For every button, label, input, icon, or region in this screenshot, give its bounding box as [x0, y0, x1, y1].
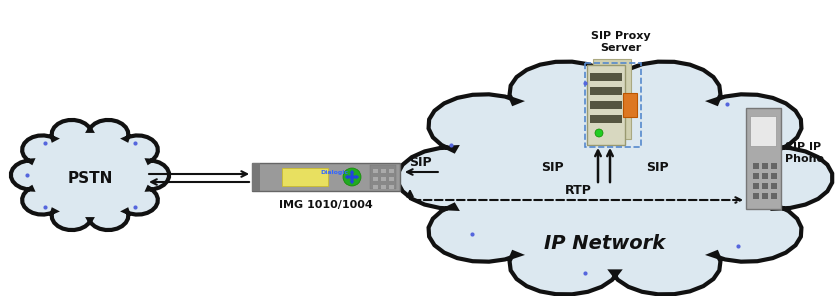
Text: SIP: SIP: [541, 160, 564, 173]
FancyBboxPatch shape: [252, 163, 260, 191]
FancyBboxPatch shape: [590, 101, 622, 109]
Text: RTP: RTP: [564, 184, 591, 197]
Polygon shape: [11, 120, 169, 230]
FancyBboxPatch shape: [593, 59, 631, 139]
Bar: [771, 193, 777, 199]
FancyBboxPatch shape: [590, 73, 622, 81]
Bar: [762, 163, 768, 169]
Bar: [762, 183, 768, 189]
Bar: [753, 163, 759, 169]
FancyBboxPatch shape: [282, 168, 328, 186]
FancyBboxPatch shape: [381, 185, 386, 189]
FancyBboxPatch shape: [373, 169, 378, 173]
Bar: [762, 193, 768, 199]
Text: PSTN: PSTN: [67, 170, 113, 186]
FancyBboxPatch shape: [587, 65, 625, 145]
Bar: [771, 183, 777, 189]
Bar: [753, 173, 759, 179]
Bar: [771, 163, 777, 169]
FancyBboxPatch shape: [389, 177, 394, 181]
FancyArrow shape: [349, 170, 354, 177]
Text: SIP Proxy
Server: SIP Proxy Server: [591, 31, 651, 53]
FancyArrow shape: [352, 175, 360, 179]
FancyBboxPatch shape: [252, 163, 400, 191]
Text: Dialogic: Dialogic: [320, 170, 348, 175]
Bar: [753, 183, 759, 189]
FancyBboxPatch shape: [370, 165, 396, 189]
Text: SIP: SIP: [409, 155, 432, 168]
FancyArrow shape: [344, 175, 352, 179]
Circle shape: [595, 129, 603, 137]
Text: IMG 1010/1004: IMG 1010/1004: [279, 200, 373, 210]
FancyArrow shape: [349, 177, 354, 184]
Circle shape: [343, 168, 361, 186]
FancyBboxPatch shape: [373, 185, 378, 189]
Bar: [753, 193, 759, 199]
FancyBboxPatch shape: [623, 93, 637, 117]
FancyBboxPatch shape: [389, 169, 394, 173]
Text: SIP IP
Phone: SIP IP Phone: [785, 142, 824, 164]
FancyBboxPatch shape: [746, 107, 780, 208]
Bar: [771, 173, 777, 179]
FancyBboxPatch shape: [750, 116, 776, 146]
Text: IP Network: IP Network: [544, 234, 665, 252]
FancyBboxPatch shape: [389, 185, 394, 189]
Bar: [762, 173, 768, 179]
FancyBboxPatch shape: [590, 115, 622, 123]
FancyBboxPatch shape: [381, 169, 386, 173]
Text: SIP: SIP: [646, 160, 669, 173]
Polygon shape: [398, 62, 832, 294]
FancyBboxPatch shape: [373, 177, 378, 181]
FancyBboxPatch shape: [381, 177, 386, 181]
FancyBboxPatch shape: [590, 87, 622, 95]
